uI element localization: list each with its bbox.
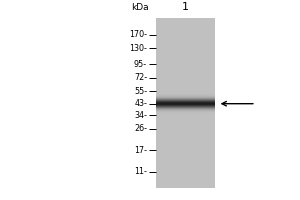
- Text: 170-: 170-: [129, 30, 147, 39]
- Text: 34-: 34-: [134, 111, 147, 120]
- Text: 55-: 55-: [134, 87, 147, 96]
- Text: 95-: 95-: [134, 60, 147, 69]
- Text: 17-: 17-: [134, 146, 147, 155]
- Text: kDa: kDa: [131, 3, 148, 12]
- Text: 1: 1: [182, 2, 189, 12]
- Text: 43-: 43-: [134, 99, 147, 108]
- Bar: [156, 18, 215, 188]
- Text: 11-: 11-: [134, 167, 147, 176]
- Text: 130-: 130-: [129, 44, 147, 53]
- Text: 72-: 72-: [134, 73, 147, 82]
- Text: 26-: 26-: [134, 124, 147, 133]
